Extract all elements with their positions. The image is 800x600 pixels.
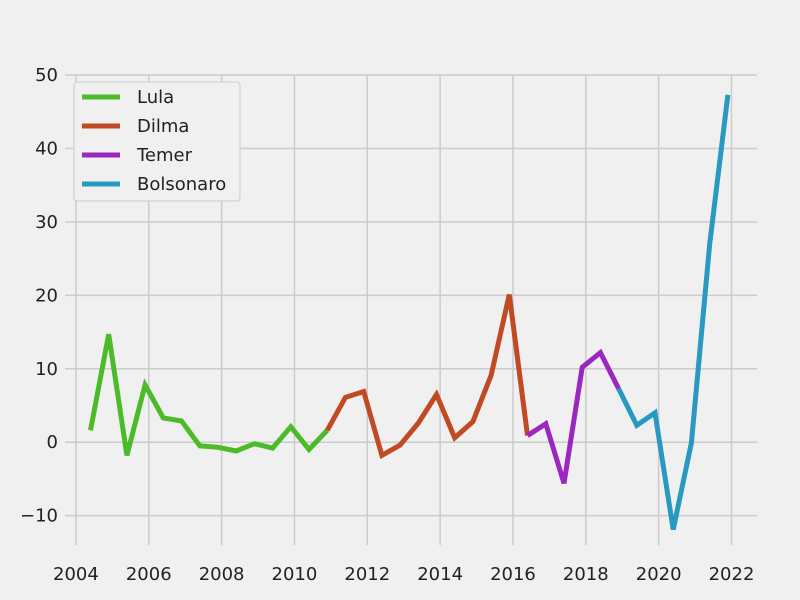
y-tick-label: 0	[47, 432, 58, 453]
x-tick-label: 2006	[126, 564, 172, 585]
series-lines	[88, 94, 731, 531]
x-tick-label: 2016	[490, 564, 536, 585]
y-tick-label: 40	[35, 138, 58, 159]
x-tick-label: 2012	[344, 564, 390, 585]
y-tick-label: 30	[35, 212, 58, 233]
x-axis-tick-labels: 2004 2006 2008 2010 2012 2014 2016 2018 2020 2022	[53, 564, 754, 585]
y-tick-label: −10	[20, 506, 58, 527]
x-tick-label: 2014	[417, 564, 463, 585]
x-tick-label: 2018	[563, 564, 609, 585]
y-tick-label: 10	[35, 359, 58, 380]
series-line-temer	[526, 348, 621, 485]
legend-label: Bolsonaro	[137, 174, 226, 195]
legend-box	[73, 81, 241, 202]
legend-label: Lula	[137, 87, 174, 108]
x-tick-label: 2010	[272, 564, 318, 585]
x-tick-label: 2008	[199, 564, 245, 585]
y-axis-tick-labels: −10 0 10 20 30 40 50	[20, 65, 58, 527]
legend-label: Temer	[136, 145, 193, 166]
x-tick-label: 2022	[709, 564, 755, 585]
legend: Lula Dilma Temer Bolsonaro	[73, 81, 241, 202]
series-line-dilma	[325, 294, 530, 460]
y-tick-label: 50	[35, 65, 58, 86]
series-line-lula	[88, 333, 330, 457]
y-tick-label: 20	[35, 285, 58, 306]
x-tick-label: 2020	[636, 564, 682, 585]
legend-label: Dilma	[137, 116, 189, 137]
x-tick-label: 2004	[53, 564, 99, 585]
series-line-bolsonaro	[616, 94, 731, 531]
